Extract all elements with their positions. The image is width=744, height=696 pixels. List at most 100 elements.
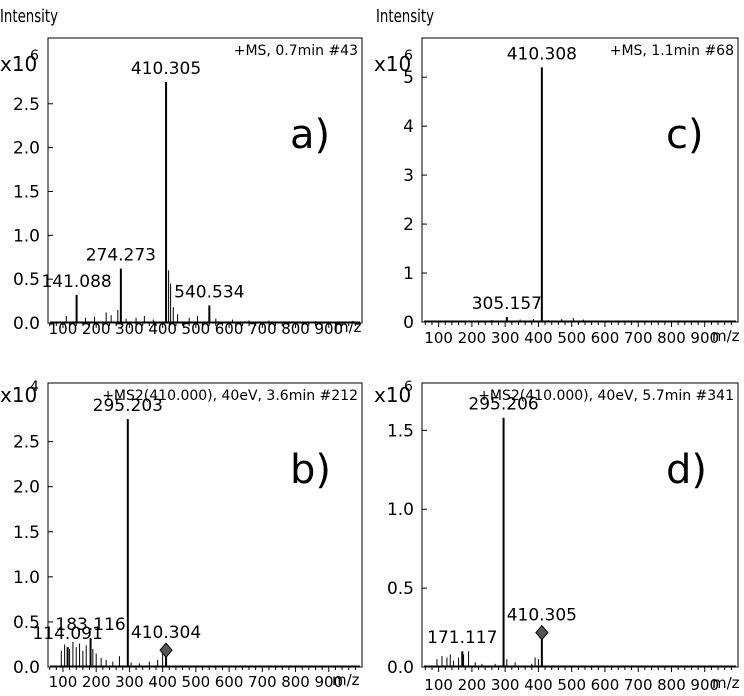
spectrum-label: +MS2(410.000), 40eV, 3.6min #212 — [102, 388, 358, 404]
y-tick-label: 1.5 — [13, 182, 40, 202]
peak-label: 410.308 — [507, 44, 577, 64]
x-tick-label: 600 — [591, 329, 620, 347]
y-multiplier: x10 — [0, 52, 37, 76]
y-axis-title: Intensity — [0, 6, 58, 27]
y-tick-label: 0.0 — [13, 314, 40, 334]
plot-frame — [421, 382, 739, 668]
peak-label: 141.088 — [41, 272, 111, 292]
x-tick-label: 200 — [458, 676, 487, 694]
x-tick-label: 100 — [424, 329, 453, 347]
x-tick-label: 100 — [49, 673, 78, 691]
spectrum-label: +MS, 0.7min #43 — [234, 43, 358, 59]
y-tick-label: 1.5 — [387, 421, 414, 441]
y-tick-label: 2.0 — [13, 478, 40, 498]
x-tick-label: 500 — [557, 329, 586, 347]
x-tick-label: 500 — [182, 320, 211, 338]
y-tick-label: 0 — [403, 313, 414, 333]
y-tick-label: 0.5 — [13, 613, 40, 633]
y-tick-label: 0.5 — [387, 579, 414, 599]
peak-label: 305.157 — [472, 294, 542, 314]
x-tick-label: 300 — [491, 329, 520, 347]
x-tick-label: 900 — [690, 676, 719, 694]
y-axis-title: Intensity — [376, 6, 434, 27]
x-tick-label: 400 — [148, 673, 177, 691]
plot-frame — [47, 37, 363, 324]
y-tick-label: 2 — [403, 215, 414, 235]
y-tick-label: 4 — [403, 117, 414, 137]
x-tick-label: 100 — [49, 320, 78, 338]
y-tick-label: 2.5 — [13, 95, 40, 115]
x-tick-label: 800 — [657, 329, 686, 347]
x-tick-label: 800 — [281, 320, 310, 338]
x-tick-label: 700 — [248, 673, 277, 691]
peak-label: 274.273 — [86, 246, 156, 266]
x-tick-label: 400 — [524, 676, 553, 694]
y-tick-label: 0.5 — [13, 270, 40, 290]
x-axis-unit: m/z — [334, 318, 362, 336]
plot-frame — [47, 382, 363, 668]
spectrum-label: +MS2(410.000), 40eV, 5.7min #341 — [478, 388, 734, 404]
y-tick-label: 1 — [403, 264, 414, 284]
plot-frame — [421, 37, 739, 323]
x-tick-label: 300 — [115, 320, 144, 338]
y-tick-label: 5 — [403, 68, 414, 88]
y-tick-label: 1.0 — [13, 226, 40, 246]
x-tick-label: 900 — [314, 673, 343, 691]
y-multiplier: x10 — [0, 383, 37, 407]
x-tick-label: 300 — [115, 673, 144, 691]
x-tick-label: 400 — [148, 320, 177, 338]
peak-label: 114.091 — [32, 624, 102, 644]
y-tick-label: 1.0 — [13, 568, 40, 588]
y-tick-label: 1.0 — [387, 500, 414, 520]
y-tick-label: 2.5 — [13, 433, 40, 453]
x-tick-label: 600 — [591, 676, 620, 694]
panel-label: c) — [666, 112, 704, 158]
x-tick-label: 100 — [424, 676, 453, 694]
peak-label: 295.203 — [93, 396, 163, 416]
y-multiplier: x10 — [374, 52, 411, 76]
peak-label: 171.117 — [427, 628, 497, 648]
x-tick-label: 700 — [248, 320, 277, 338]
x-tick-label: 200 — [82, 320, 111, 338]
y-multiplier-exponent: 6 — [404, 48, 413, 64]
x-axis-unit: m/z — [712, 327, 740, 345]
precursor-diamond-marker — [159, 642, 173, 658]
x-tick-label: 500 — [182, 673, 211, 691]
y-tick-label: 0.0 — [13, 658, 40, 678]
peak-label: 410.305 — [507, 606, 577, 626]
y-multiplier-exponent: 4 — [30, 379, 39, 395]
y-tick-label: 2.0 — [13, 139, 40, 159]
y-multiplier: x10 — [374, 383, 411, 407]
x-tick-label: 400 — [524, 329, 553, 347]
panel-label: a) — [290, 112, 330, 158]
y-tick-label: 0.0 — [387, 658, 414, 678]
x-tick-label: 200 — [458, 329, 487, 347]
x-tick-label: 600 — [215, 320, 244, 338]
x-tick-label: 300 — [491, 676, 520, 694]
y-tick-label: 3 — [403, 166, 414, 186]
x-tick-label: 200 — [82, 673, 111, 691]
peak-label: 540.534 — [174, 282, 244, 302]
x-tick-label: 900 — [314, 320, 343, 338]
peak-label: 295.206 — [468, 395, 538, 415]
panel-label: d) — [666, 447, 707, 493]
x-tick-label: 500 — [557, 676, 586, 694]
y-multiplier-exponent: 6 — [30, 48, 39, 64]
x-tick-label: 800 — [657, 676, 686, 694]
panel-label: b) — [290, 447, 331, 493]
x-tick-label: 700 — [624, 329, 653, 347]
x-tick-label: 800 — [281, 673, 310, 691]
y-tick-label: 1.5 — [13, 523, 40, 543]
x-tick-label: 900 — [690, 329, 719, 347]
peak-label: 410.305 — [131, 59, 201, 79]
precursor-diamond-marker — [535, 624, 549, 641]
x-tick-label: 700 — [624, 676, 653, 694]
peak-label: 410.304 — [131, 623, 201, 643]
y-multiplier-exponent: 6 — [404, 379, 413, 395]
x-axis-unit: m/z — [712, 674, 740, 692]
x-axis-unit: m/z — [332, 671, 360, 689]
